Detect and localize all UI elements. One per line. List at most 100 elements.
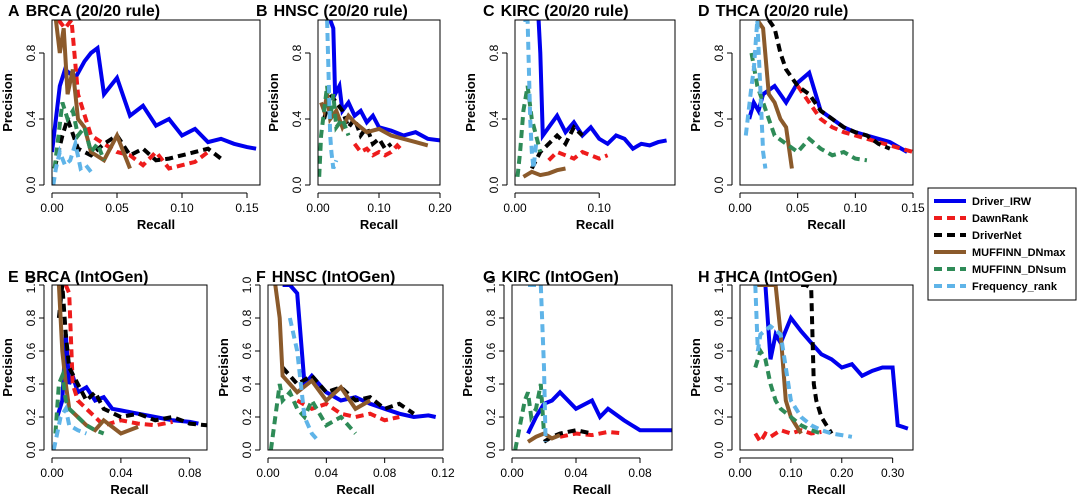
y-axis-label: Precision	[688, 338, 703, 397]
panel-a: A BRCA (20/20 rule) 0.00 0.05 0.10 0.15 Recall…	[0, 3, 261, 232]
x-tick-label: 0.00	[40, 201, 64, 215]
y-tick-label: 0.8	[712, 44, 726, 61]
panel-title: G KIRC (IntOGen)	[483, 269, 619, 286]
series-group	[743, 20, 913, 169]
x-axis-label: Recall	[110, 482, 148, 496]
series-group	[513, 285, 672, 450]
series-line-dawnrank	[753, 428, 822, 446]
series-group	[52, 285, 207, 450]
y-tick-label: 0.6	[24, 342, 38, 359]
x-tick-label: 0.08	[373, 466, 397, 480]
legend-label: Frequency_rank	[972, 281, 1058, 293]
x-tick-label: 0.10	[367, 201, 391, 215]
panel-title-text: BRCA (20/20 rule)	[26, 3, 161, 20]
panel-h: H THCA (IntOGen) 0.00 0.10 0.20 0.30 Recall 0.0…	[688, 269, 914, 496]
series-line-drivernet	[801, 285, 834, 435]
y-tick-label: 0.2	[484, 408, 498, 425]
y-tick-label: 0.6	[240, 342, 254, 359]
y-tick-label: 1.0	[712, 276, 726, 293]
series-line-drivernet	[281, 366, 415, 416]
series-line-driver-irw	[526, 389, 672, 435]
series-line-muffinn-dnmax	[755, 20, 794, 169]
y-tick-label: 0.0	[487, 176, 501, 193]
panel-d: D THCA (20/20 rule) 0.00 0.05 0.10 0.15 Recall…	[688, 3, 925, 232]
series-line-dawnrank	[352, 142, 405, 158]
legend-label: MUFFINN_DNmax	[972, 247, 1066, 259]
series-line-muffinn-dnmax	[522, 166, 566, 179]
x-tick-label: 0.30	[881, 466, 905, 480]
x-axis-label: Recall	[336, 482, 374, 496]
plot-frame	[51, 284, 208, 451]
y-tick-label: 0.0	[24, 441, 38, 458]
y-tick-label: 0.2	[712, 408, 726, 425]
series-line-muffinn-dnmax	[273, 285, 372, 412]
series-line-drivernet	[530, 123, 584, 170]
x-tick-label: 0.20	[830, 466, 854, 480]
panel-letter: B	[256, 3, 268, 20]
panel-b: B HNSC (20/20 rule) 0.00 0.10 0.20 Recall 0.0 0…	[256, 3, 452, 232]
panel-title-text: BRCA (IntOGen)	[25, 269, 149, 286]
x-tick-label: 0.10	[844, 201, 868, 215]
legend-label: MUFFINN_DNsum	[972, 264, 1066, 276]
y-tick-label: 0.2	[24, 408, 38, 425]
plot-frame	[739, 284, 914, 451]
series-line-muffinn-dnsum	[318, 85, 351, 177]
series-line-frequency-rank	[325, 20, 339, 170]
panel-letter: F	[256, 269, 266, 286]
series-line-dawnrank	[547, 149, 609, 162]
legend-item: Driver_IRW	[934, 196, 1032, 208]
panel-title: F HNSC (IntOGen)	[256, 269, 395, 286]
y-tick-label: 0.8	[487, 44, 501, 61]
series-group	[515, 20, 667, 179]
panel-title: D THCA (20/20 rule)	[698, 3, 848, 20]
plot-frame	[514, 19, 676, 186]
series-line-drivernet	[52, 112, 223, 169]
panel-letter: H	[698, 269, 710, 286]
panel-title-text: THCA (20/20 rule)	[716, 3, 849, 20]
series-line-frequency-rank	[528, 285, 548, 442]
panel-e: E BRCA (IntOGen) 0.00 0.04 0.08 Recall 0.0 0.2 0…	[0, 269, 208, 496]
series-line-driver-irw	[747, 69, 909, 154]
x-axis-label: Recall	[137, 217, 175, 232]
x-tick-label: 0.20	[428, 201, 452, 215]
series-line-frequency-rank	[743, 20, 768, 169]
series-line-dawnrank	[559, 429, 625, 439]
x-tick-label: 0.00	[306, 201, 330, 215]
series-line-drivernet	[767, 20, 891, 151]
x-tick-label: 0.00	[256, 466, 280, 480]
y-tick-label: 0.8	[240, 309, 254, 326]
plot-frame	[511, 284, 673, 451]
x-tick-label: 0.08	[178, 466, 202, 480]
series-line-driver-irw	[328, 20, 440, 143]
y-tick-label: 1.0	[240, 276, 254, 293]
series-line-dawnrank	[796, 84, 913, 154]
y-axis-label: Precision	[688, 73, 703, 132]
series-line-driver-irw	[282, 285, 437, 420]
panel-title: H THCA (IntOGen)	[698, 269, 838, 286]
y-tick-label: 0.4	[712, 375, 726, 392]
y-tick-label: 0.6	[712, 342, 726, 359]
panel-title-text: THCA (IntOGen)	[716, 269, 838, 286]
y-tick-label: 0.0	[484, 441, 498, 458]
series-line-frequency-rank	[287, 317, 321, 444]
series-group	[753, 285, 909, 446]
x-tick-label: 0.00	[728, 466, 752, 480]
x-axis-label: Recall	[576, 217, 614, 232]
legend: Driver_IRW DawnRank DriverNet MUFFINN_DNmax…	[927, 187, 1077, 301]
x-tick-label: 0.10	[588, 201, 612, 215]
x-tick-label: 0.00	[503, 201, 527, 215]
y-tick-label: 0.8	[24, 44, 38, 61]
series-line-frequency-rank	[52, 403, 88, 450]
y-tick-label: 0.8	[290, 44, 304, 61]
y-axis-label: Precision	[0, 73, 15, 132]
panel-title: A BRCA (20/20 rule)	[8, 3, 160, 20]
panel-title-text: KIRC (IntOGen)	[501, 269, 618, 286]
series-line-frequency-rank	[52, 135, 93, 185]
x-tick-label: 0.00	[500, 466, 524, 480]
panel-title-text: KIRC (20/20 rule)	[501, 3, 629, 20]
x-tick-label: 0.08	[628, 466, 652, 480]
panel-letter: G	[483, 269, 495, 286]
legend-label: DawnRank	[972, 213, 1029, 225]
y-axis-label: Precision	[460, 338, 475, 397]
series-line-frequency-rank	[523, 20, 539, 169]
